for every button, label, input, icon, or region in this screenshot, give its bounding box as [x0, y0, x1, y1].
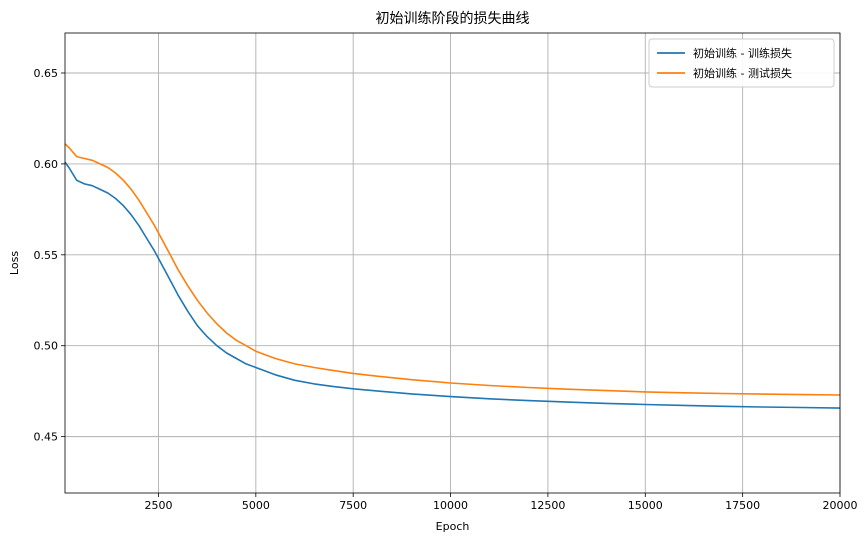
x-tick-label: 20000 [823, 499, 858, 512]
chart-title: 初始训练阶段的损失曲线 [376, 10, 530, 27]
x-tick-label: 15000 [628, 499, 663, 512]
y-tick-label: 0.45 [34, 431, 59, 444]
series-line-2 [64, 143, 841, 396]
y-tick-label: 0.55 [34, 249, 59, 262]
x-tick-label: 5000 [242, 499, 270, 512]
x-tick-label: 2500 [144, 499, 172, 512]
legend-box [648, 38, 835, 88]
axis-ticks: 2500 5000 7500 10000 12500 15000 17500 20000 0.4… [34, 67, 858, 512]
x-axis-label: Epoch [436, 520, 470, 533]
series-lines [64, 143, 841, 409]
y-tick-label: 0.60 [34, 158, 59, 171]
x-tick-label: 12500 [530, 499, 565, 512]
plot-area [64, 32, 841, 494]
x-tick-label: 10000 [433, 499, 468, 512]
y-axis-label: Loss [8, 251, 21, 275]
legend-entry-label: 初始训练 - 测试损失 [693, 66, 792, 80]
y-tick-label: 0.50 [34, 340, 59, 353]
series-line-1 [64, 161, 841, 409]
y-tick-label: 0.65 [34, 67, 59, 80]
grid [65, 33, 841, 493]
legend-entry-label: 初始训练 - 训练损失 [693, 46, 792, 60]
x-tick-label: 17500 [725, 499, 760, 512]
x-tick-label: 7500 [339, 499, 367, 512]
